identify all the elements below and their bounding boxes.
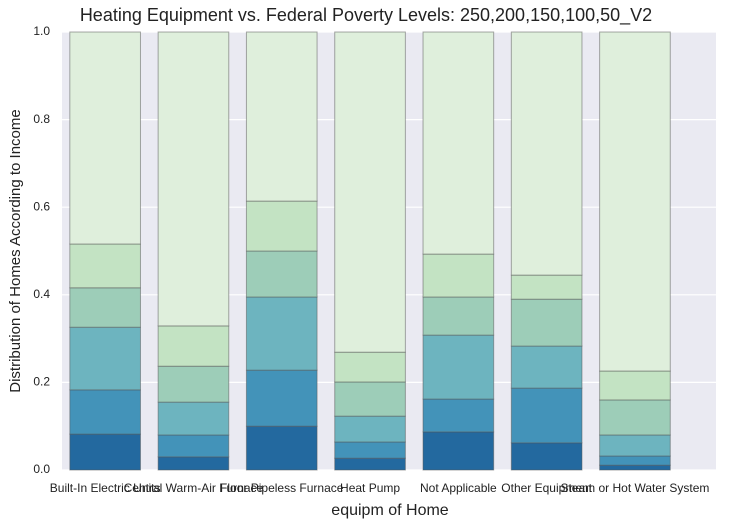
bar-segment xyxy=(157,365,230,403)
bar-segment xyxy=(334,457,406,471)
y-tick-label: 0.6 xyxy=(33,199,50,213)
bar-segment xyxy=(510,298,583,347)
bar-segment xyxy=(334,381,406,417)
bar-segment xyxy=(157,31,230,327)
bar-segment xyxy=(334,441,406,459)
bar-segment xyxy=(69,433,141,471)
bar-segment xyxy=(334,351,406,383)
bar-segment xyxy=(422,431,495,471)
bar-segment xyxy=(422,31,495,255)
bar-segment xyxy=(69,31,141,245)
y-tick-label: 0.0 xyxy=(33,462,50,476)
x-tick-label: Other Equipment xyxy=(501,481,592,495)
bar-segment xyxy=(422,253,495,298)
x-tick-label: Heat Pump xyxy=(340,481,400,495)
bar-segment xyxy=(245,296,318,371)
chart-title: Heating Equipment vs. Federal Poverty Le… xyxy=(80,5,652,26)
y-tick-label: 1.0 xyxy=(33,24,50,38)
bar-segment xyxy=(245,250,318,298)
x-axis-label: equipm of Home xyxy=(331,502,448,519)
y-tick-label: 0.2 xyxy=(33,375,50,389)
bar-segment xyxy=(69,243,141,289)
bar-segment xyxy=(245,200,318,252)
bar-segment xyxy=(599,455,671,466)
bar-segment xyxy=(510,345,583,389)
bar-segment xyxy=(245,425,318,471)
bar-segment xyxy=(599,370,671,401)
y-tick-label: 0.8 xyxy=(33,112,50,126)
bar-segment xyxy=(599,31,671,372)
bar-segment xyxy=(157,456,230,471)
bar-segment xyxy=(69,326,141,391)
x-tick-label: Steam or Hot Water System xyxy=(560,481,709,495)
bar-segment xyxy=(69,287,141,328)
bar-segment xyxy=(510,387,583,444)
bar-segment xyxy=(422,334,495,400)
bar-segment xyxy=(157,401,230,436)
y-tick-label: 0.4 xyxy=(33,287,50,301)
bar-segment xyxy=(599,434,671,457)
bar-segment xyxy=(510,31,583,276)
bar-segment xyxy=(599,464,671,471)
bar-segment xyxy=(157,325,230,367)
x-tick-label: Not Applicable xyxy=(420,481,497,495)
bar-segment xyxy=(422,296,495,336)
x-tick-label: Built-In Electric Units xyxy=(50,481,161,495)
bar-segment xyxy=(422,398,495,433)
bar-segment xyxy=(334,415,406,443)
bar-segment xyxy=(510,442,583,471)
bar-segment xyxy=(69,389,141,435)
bar-segment xyxy=(245,369,318,427)
bar-segment xyxy=(157,434,230,458)
x-tick-label: Central Warm-Air Furnace xyxy=(124,481,264,495)
x-tick-label: Floor Pipeless Furnace xyxy=(220,481,344,495)
y-axis-label: Distribution of Homes According to Incom… xyxy=(7,109,24,392)
bar-segment xyxy=(510,274,583,300)
bar-segment xyxy=(245,31,318,202)
bar-segment xyxy=(599,399,671,436)
bar-segment xyxy=(334,31,406,353)
